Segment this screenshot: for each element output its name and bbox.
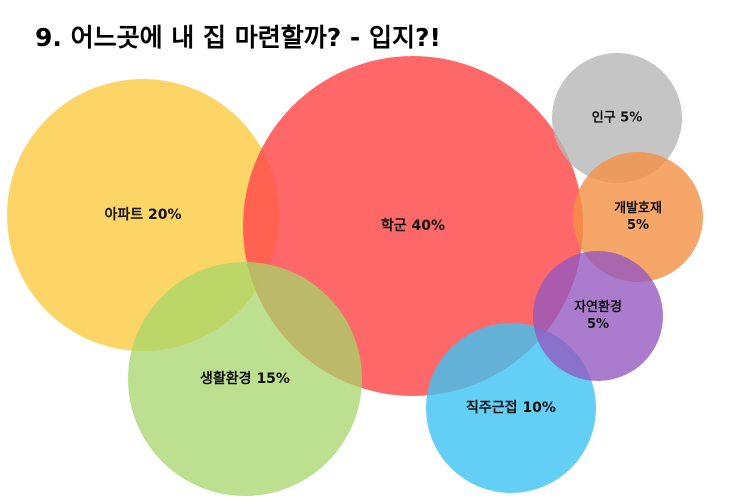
bubble-nature [533, 251, 663, 381]
bubbles-layer [7, 53, 703, 496]
bubble-label-development-1: 개발호재 [614, 200, 662, 216]
bubble-label-population: 인구 5% [592, 110, 643, 126]
labels-layer: 아파트 20% 학군 40% 생활환경 15% 직주근접 10% 인구 5% 개발호재 5%… [104, 110, 661, 417]
bubble-commute [426, 323, 596, 493]
bubble-label-school: 학군 40% [381, 218, 445, 234]
bubble-label-nature-1: 자연환경 [574, 299, 622, 315]
page-title: 9. 어느곳에 내 집 마련할까? - 입지?! [35, 23, 441, 52]
bubble-label-apartment: 아파트 20% [104, 206, 181, 223]
bubble-label-nature-2: 5% [587, 317, 609, 332]
bubble-label-living: 생활환경 15% [200, 370, 290, 387]
bubble-label-commute: 직주근접 10% [466, 399, 556, 416]
bubble-population [552, 53, 682, 183]
bubble-label-development-2: 5% [627, 218, 649, 233]
bubble-development [573, 152, 703, 282]
bubble-living [128, 262, 362, 496]
